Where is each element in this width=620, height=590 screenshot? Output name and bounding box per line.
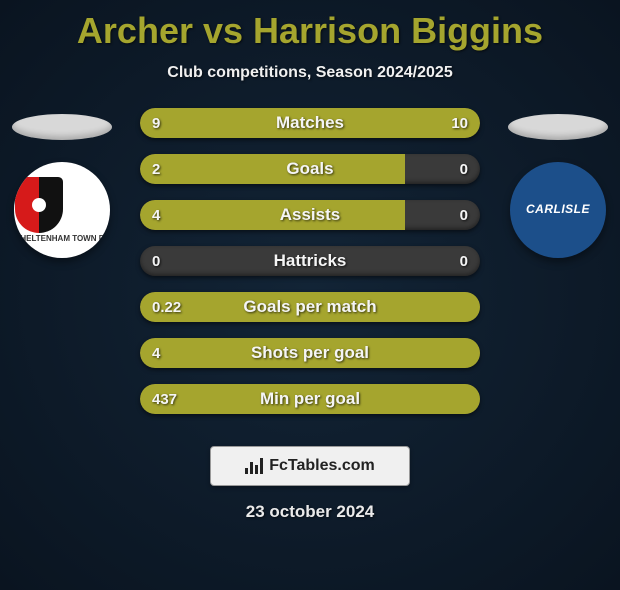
- platform-right: [508, 114, 608, 140]
- stat-bar-left: [140, 292, 480, 322]
- stat-value-left: 0: [152, 246, 160, 276]
- stat-bar-left: [140, 108, 300, 138]
- stat-value-right: 0: [460, 200, 468, 230]
- chart-icon: [245, 458, 263, 474]
- stat-value-right: 0: [460, 246, 468, 276]
- stat-bars: 910Matches20Goals40Assists00Hattricks0.2…: [140, 108, 480, 430]
- crest-shield-icon: [15, 177, 63, 233]
- club-badge-right: CARLISLE: [510, 162, 606, 258]
- comparison-stage: CHELTENHAM TOWN FC CARLISLE 910Matches 20…: [0, 108, 620, 438]
- stat-value-right: 0: [460, 154, 468, 184]
- club-badge-left: CHELTENHAM TOWN FC: [14, 162, 110, 258]
- stat-row: 0.22Goals per match: [140, 292, 480, 322]
- stat-row: 910Matches: [140, 108, 480, 138]
- club-badge-left-text: CHELTENHAM TOWN FC: [15, 235, 110, 244]
- stat-row: 0 0Hattricks: [140, 246, 480, 276]
- stat-bar-left: [140, 154, 405, 184]
- page-subtitle: Club competitions, Season 2024/2025: [0, 64, 620, 82]
- stat-bar-left: [140, 384, 480, 414]
- stat-row: 20Goals: [140, 154, 480, 184]
- stat-row: 4Shots per goal: [140, 338, 480, 368]
- stat-bar-left: [140, 200, 405, 230]
- stat-row: 40Assists: [140, 200, 480, 230]
- platform-left: [12, 114, 112, 140]
- stat-bar-left: [140, 338, 480, 368]
- site-name: FcTables.com: [269, 457, 375, 475]
- club-badge-left-inner: CHELTENHAM TOWN FC: [15, 177, 110, 244]
- stat-bar-right: [300, 108, 480, 138]
- club-badge-right-text: CARLISLE: [526, 203, 590, 216]
- footer-date: 23 october 2024: [0, 502, 620, 522]
- page-title: Archer vs Harrison Biggins: [0, 10, 620, 52]
- site-badge[interactable]: FcTables.com: [210, 446, 410, 486]
- stat-row: 437Min per goal: [140, 384, 480, 414]
- stat-label: Hattricks: [140, 246, 480, 276]
